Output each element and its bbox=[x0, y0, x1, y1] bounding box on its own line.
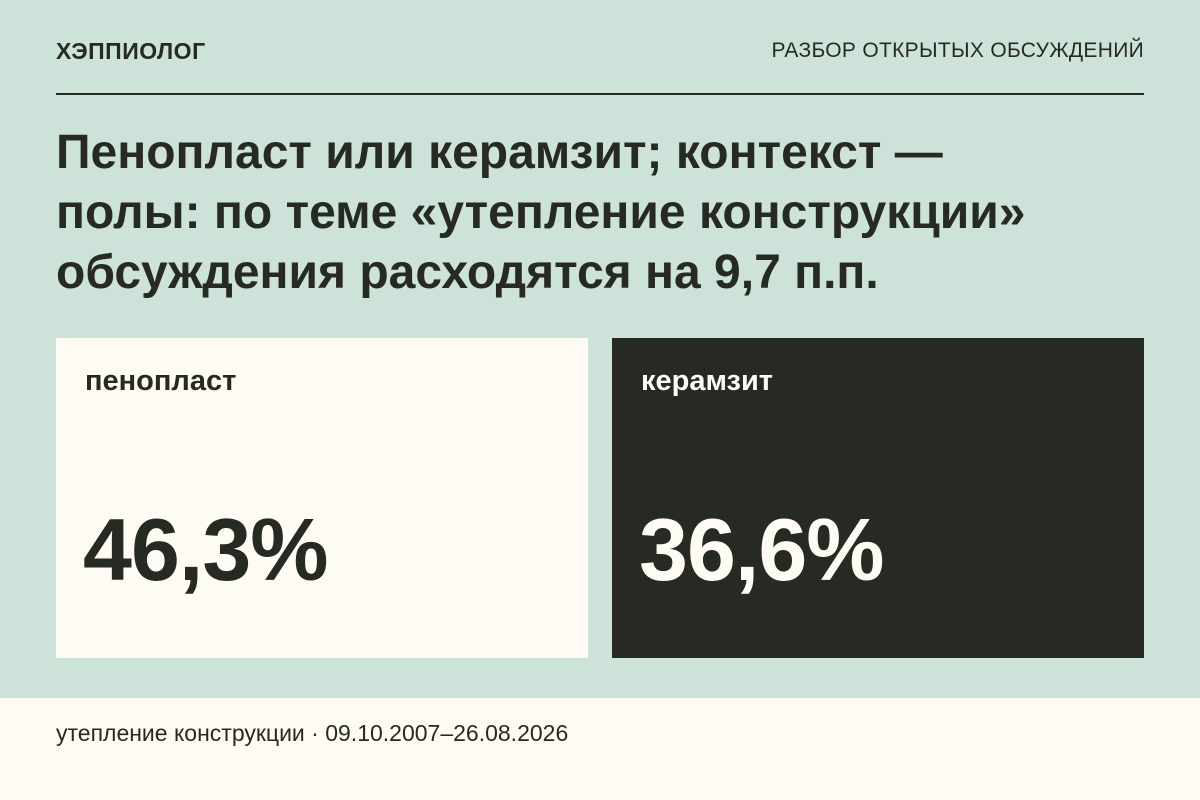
header-divider bbox=[56, 93, 1144, 95]
section-title: РАЗБОР ОТКРЫТЫХ ОБСУЖДЕНИЙ bbox=[771, 39, 1144, 62]
stat-card-value: 46,3% bbox=[83, 500, 329, 599]
stat-card-value: 36,6% bbox=[639, 500, 885, 599]
footer-caption: утепление конструкции · 09.10.2007–26.08… bbox=[56, 720, 569, 746]
stat-card-clay: керамзит 36,6% bbox=[612, 338, 1144, 658]
brand-logo: ХЭППИОЛОГ bbox=[56, 37, 206, 64]
headline-line-3: обсуждения расходятся на 9,7 п.п. bbox=[56, 246, 879, 299]
stat-card-label: пенопласт bbox=[85, 365, 237, 397]
stat-card-label: керамзит bbox=[641, 365, 774, 397]
headline-line-1: Пенопласт или керамзит; контекст — bbox=[56, 126, 943, 179]
headline-line-2: полы: по теме «утепление конструкции» bbox=[56, 186, 1026, 239]
footer: утепление конструкции · 09.10.2007–26.08… bbox=[0, 698, 1200, 800]
stat-card-foam: пенопласт 46,3% bbox=[56, 338, 588, 658]
header: ХЭППИОЛОГ РАЗБОР ОТКРЫТЫХ ОБСУЖДЕНИЙ bbox=[56, 36, 1144, 66]
headline: Пенопласт или керамзит; контекст — полы:… bbox=[56, 123, 1144, 303]
